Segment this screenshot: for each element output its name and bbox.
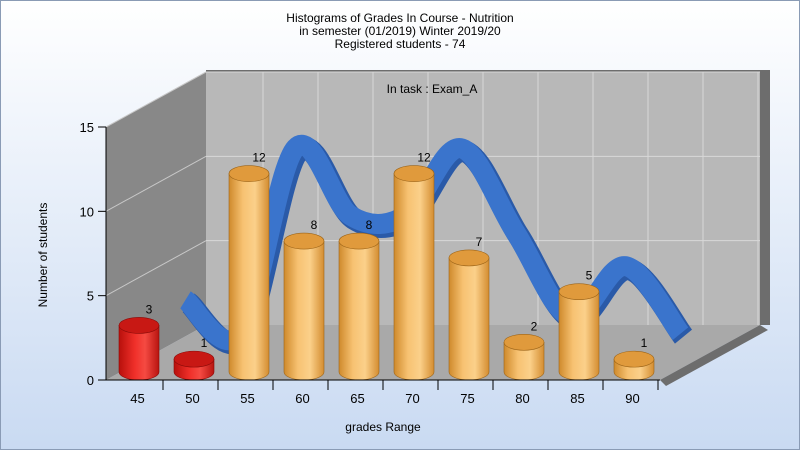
chart-title-line-2: in semester (01/2019) Winter 2019/20 — [299, 24, 501, 38]
histogram-bar — [393, 165, 435, 381]
x-tick-label: 65 — [350, 391, 364, 406]
left-gridline — [105, 240, 207, 297]
floor-edge — [660, 325, 768, 386]
bar-value-label: 1 — [641, 336, 648, 350]
bar-value-label: 8 — [366, 218, 373, 232]
x-tick-label: 60 — [295, 391, 309, 406]
left-wall — [106, 72, 206, 380]
bar-value-label: 3 — [146, 302, 153, 316]
bar-top — [228, 165, 270, 182]
bar-value-label: 5 — [586, 269, 593, 283]
y-axis-title: Number of students — [36, 203, 50, 308]
bar-body — [228, 173, 270, 381]
y-tick-label: 5 — [87, 289, 94, 304]
chart-title-line-3: Registered students - 74 — [335, 37, 466, 51]
histogram-bar — [558, 283, 600, 381]
bar-value-label: 2 — [531, 319, 538, 333]
bar-top — [613, 350, 655, 368]
x-tick-label: 55 — [240, 391, 254, 406]
bar-value-label: 12 — [252, 151, 266, 165]
bar-value-label: 12 — [417, 151, 431, 165]
bar-top — [558, 283, 600, 300]
histogram-bar — [338, 232, 380, 381]
bar-body — [283, 240, 325, 381]
histogram-bar — [503, 333, 545, 381]
bar-body — [558, 291, 600, 381]
bar-top — [118, 317, 160, 334]
x-tick-label: 70 — [405, 391, 419, 406]
bar-top — [338, 232, 380, 250]
histogram-bar — [613, 350, 655, 381]
bar-value-label: 7 — [476, 235, 483, 249]
x-tick-label: 85 — [570, 391, 584, 406]
histogram-bar — [283, 232, 325, 381]
x-axis-title: grades Range — [345, 420, 421, 434]
bar-value-label: 1 — [201, 336, 208, 350]
x-tick-label: 90 — [625, 391, 639, 406]
histogram-bar — [448, 249, 490, 381]
bar-top — [173, 350, 215, 368]
chart-title-line-1: Histograms of Grades In Course - Nutriti… — [286, 11, 513, 25]
histogram-bar — [118, 317, 160, 381]
bar-top — [503, 333, 545, 351]
bar-value-label: 8 — [311, 218, 318, 232]
y-tick-label: 0 — [87, 373, 94, 388]
chart-subtitle: In task : Exam_A — [387, 82, 478, 96]
bar-top — [448, 249, 490, 267]
bar-top — [393, 165, 435, 182]
x-tick-label: 80 — [515, 391, 529, 406]
bar-body — [448, 257, 490, 381]
left-gridline — [105, 155, 207, 212]
bar-body — [338, 240, 380, 381]
bars-layer: 3 1 12 8 8 12 7 2 5 1 — [118, 151, 655, 381]
left-gridline — [105, 71, 207, 128]
histogram-bar — [173, 350, 215, 381]
x-tick-label: 50 — [185, 391, 199, 406]
bar-body — [393, 173, 435, 381]
y-tick-label: 10 — [80, 204, 94, 219]
x-tick-label: 75 — [460, 391, 474, 406]
bar-top — [283, 232, 325, 250]
y-tick-label: 15 — [80, 120, 94, 135]
x-tick-label: 45 — [130, 391, 144, 406]
histogram-bar — [228, 165, 270, 381]
